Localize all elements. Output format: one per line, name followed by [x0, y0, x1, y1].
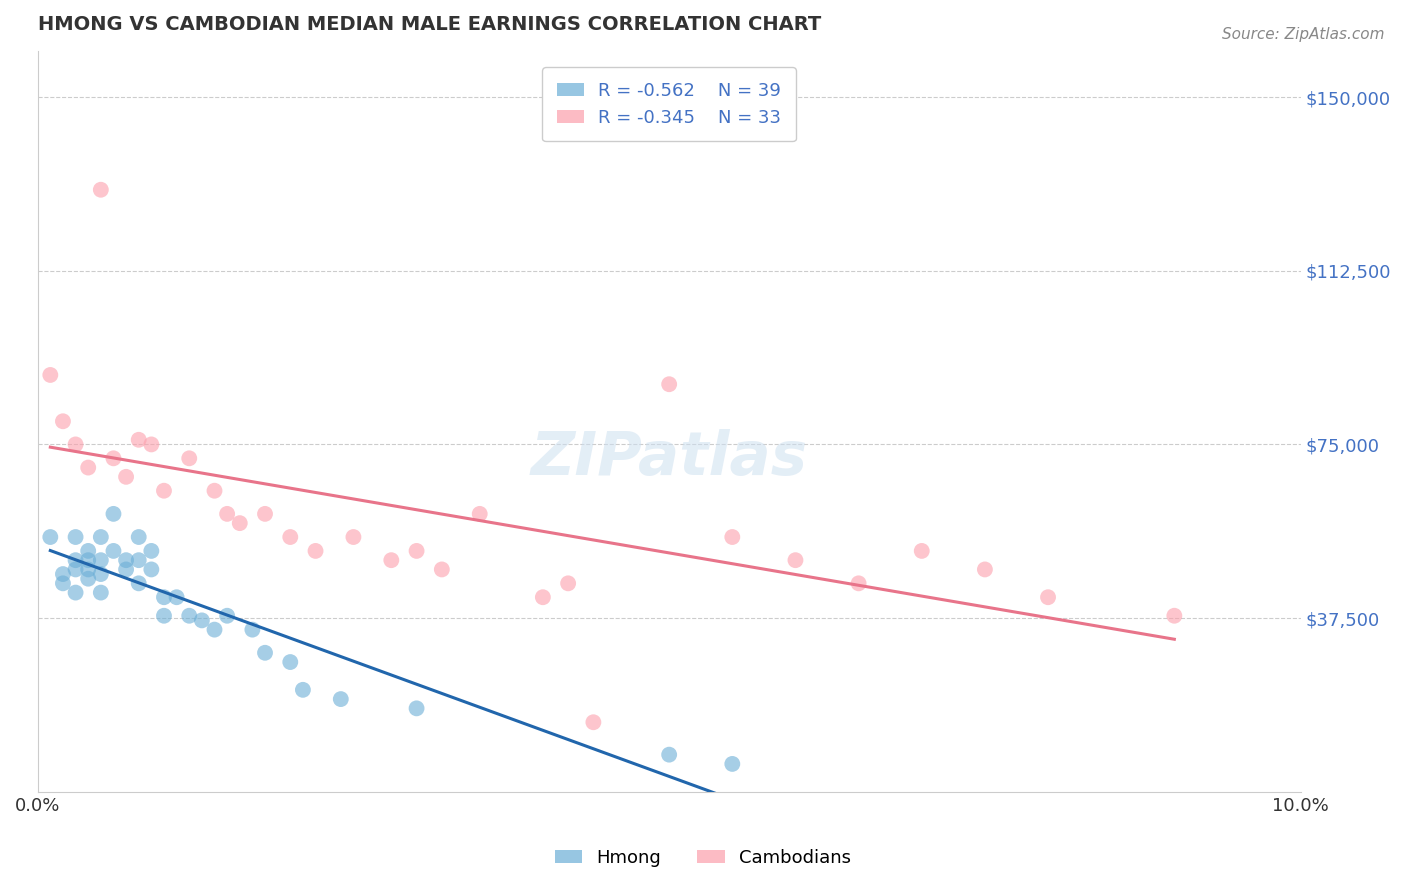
Point — [115, 470, 138, 484]
Point — [329, 692, 352, 706]
Point — [179, 608, 201, 623]
Point — [90, 183, 112, 197]
Legend: Hmong, Cambodians: Hmong, Cambodians — [548, 842, 858, 874]
Point — [90, 567, 112, 582]
Point — [65, 562, 87, 576]
Point — [128, 553, 150, 567]
Point — [52, 567, 75, 582]
Point — [141, 437, 163, 451]
Point — [468, 507, 491, 521]
Point — [153, 483, 176, 498]
Point — [253, 646, 276, 660]
Point — [103, 451, 125, 466]
Point — [253, 507, 276, 521]
Point — [128, 433, 150, 447]
Point — [191, 613, 214, 627]
Point — [658, 377, 681, 392]
Legend: R = -0.562    N = 39, R = -0.345    N = 33: R = -0.562 N = 39, R = -0.345 N = 33 — [543, 67, 796, 141]
Point — [52, 414, 75, 428]
Point — [242, 623, 264, 637]
Point — [721, 756, 744, 771]
Point — [278, 530, 301, 544]
Point — [77, 544, 100, 558]
Point — [39, 530, 62, 544]
Point — [557, 576, 579, 591]
Point — [52, 576, 75, 591]
Point — [90, 530, 112, 544]
Point — [65, 530, 87, 544]
Point — [77, 460, 100, 475]
Point — [39, 368, 62, 382]
Point — [141, 544, 163, 558]
Text: Source: ZipAtlas.com: Source: ZipAtlas.com — [1222, 27, 1385, 42]
Point — [166, 591, 188, 605]
Point — [128, 530, 150, 544]
Point — [973, 562, 995, 576]
Point — [342, 530, 364, 544]
Point — [380, 553, 402, 567]
Text: HMONG VS CAMBODIAN MEDIAN MALE EARNINGS CORRELATION CHART: HMONG VS CAMBODIAN MEDIAN MALE EARNINGS … — [38, 15, 821, 34]
Point — [848, 576, 870, 591]
Point — [204, 623, 226, 637]
Point — [115, 562, 138, 576]
Point — [304, 544, 326, 558]
Point — [785, 553, 807, 567]
Point — [153, 591, 176, 605]
Point — [217, 507, 239, 521]
Point — [179, 451, 201, 466]
Point — [911, 544, 934, 558]
Point — [153, 608, 176, 623]
Point — [229, 516, 252, 530]
Point — [721, 530, 744, 544]
Point — [90, 553, 112, 567]
Point — [291, 682, 314, 697]
Point — [1163, 608, 1185, 623]
Point — [217, 608, 239, 623]
Point — [531, 591, 554, 605]
Point — [1036, 591, 1059, 605]
Point — [405, 701, 427, 715]
Point — [141, 562, 163, 576]
Text: ZIPatlas: ZIPatlas — [530, 429, 807, 488]
Point — [658, 747, 681, 762]
Point — [77, 553, 100, 567]
Point — [103, 544, 125, 558]
Point — [115, 553, 138, 567]
Point — [65, 585, 87, 599]
Point — [65, 553, 87, 567]
Point — [65, 437, 87, 451]
Point — [103, 507, 125, 521]
Point — [278, 655, 301, 669]
Point — [77, 572, 100, 586]
Point — [582, 715, 605, 730]
Point — [77, 562, 100, 576]
Point — [430, 562, 453, 576]
Point — [128, 576, 150, 591]
Point — [204, 483, 226, 498]
Point — [405, 544, 427, 558]
Point — [90, 585, 112, 599]
